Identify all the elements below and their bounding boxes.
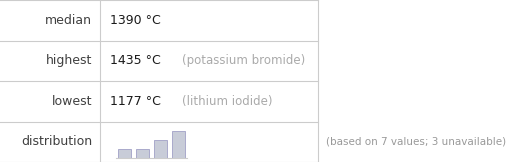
Text: (based on 7 values; 3 unavailable): (based on 7 values; 3 unavailable) [326, 137, 506, 147]
Text: distribution: distribution [21, 135, 92, 148]
Bar [154, 140, 167, 158]
Text: (potassium bromide): (potassium bromide) [182, 54, 305, 67]
Text: 1390 °C: 1390 °C [110, 14, 161, 27]
Bar [172, 131, 185, 158]
Bar [136, 149, 149, 158]
Text: 1177 °C: 1177 °C [110, 95, 161, 108]
Bar [118, 149, 131, 158]
Text: highest: highest [45, 54, 92, 67]
Text: 1435 °C: 1435 °C [110, 54, 161, 67]
Text: (lithium iodide): (lithium iodide) [182, 95, 272, 108]
Text: median: median [45, 14, 92, 27]
Text: lowest: lowest [52, 95, 92, 108]
